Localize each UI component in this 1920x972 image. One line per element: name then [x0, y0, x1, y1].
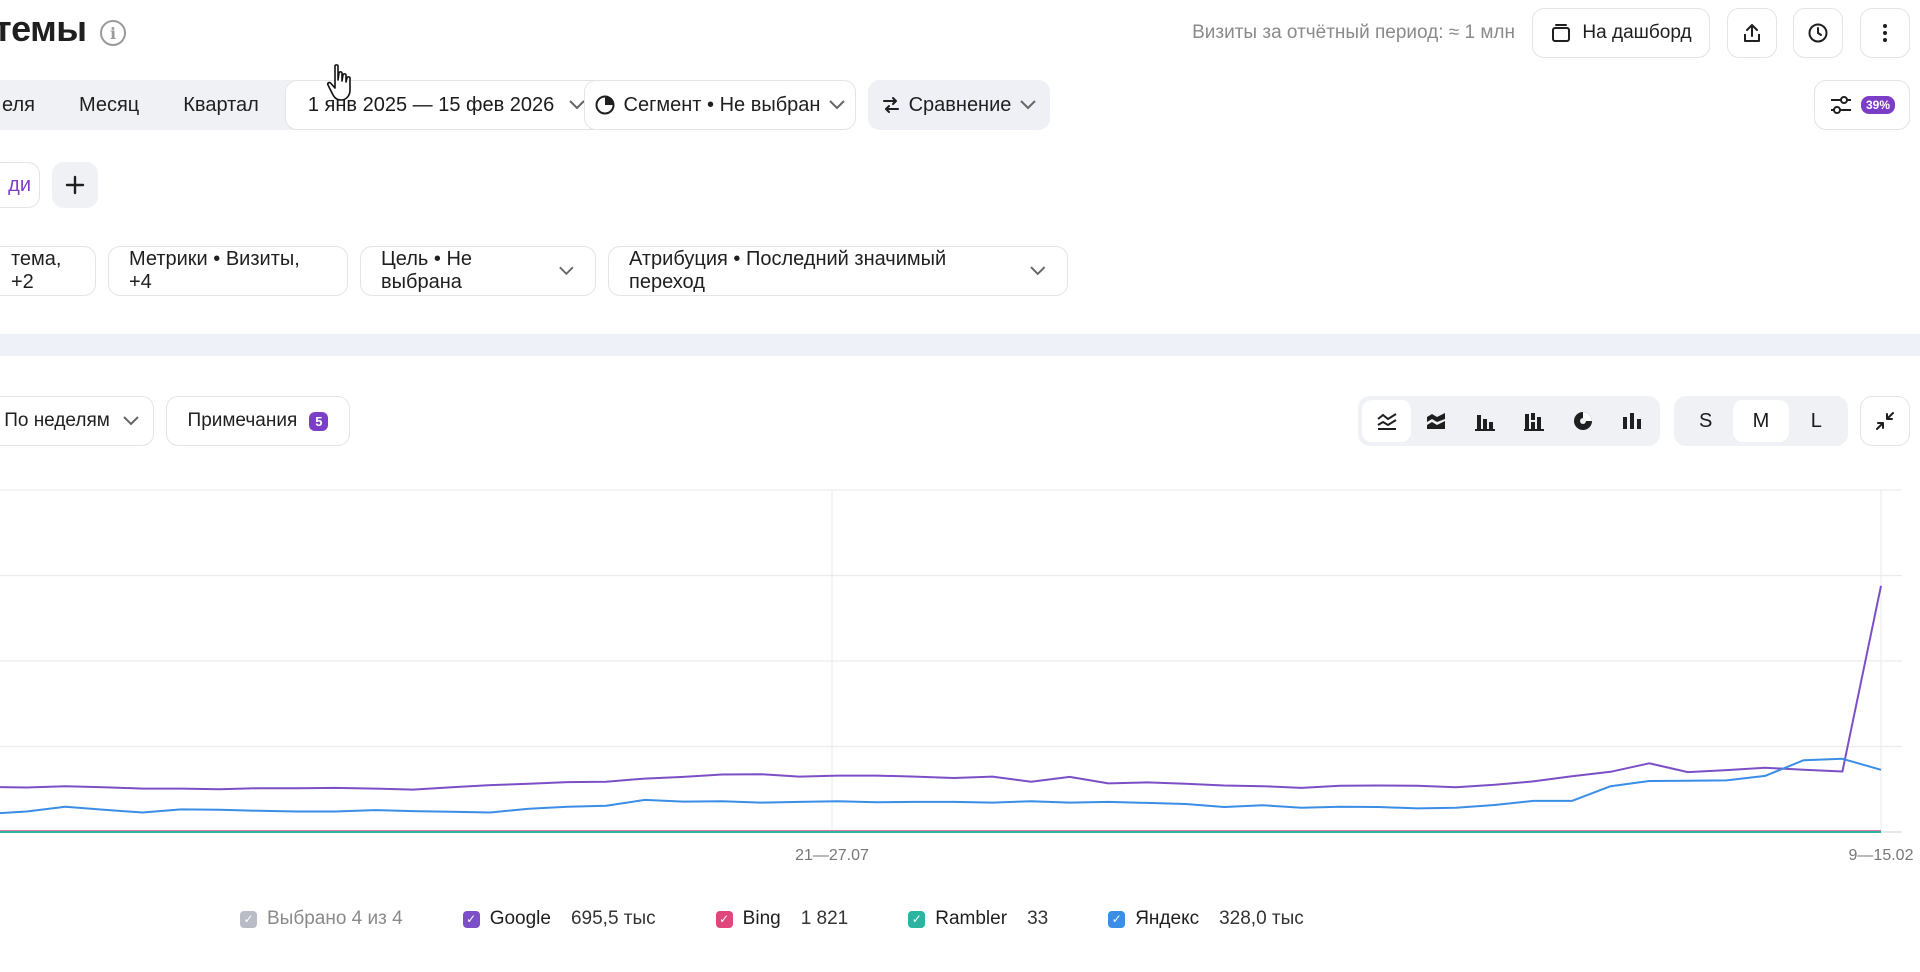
chevron-down-icon — [1020, 100, 1037, 110]
column-chart-type-button[interactable] — [1607, 400, 1656, 442]
legend-name: Rambler — [935, 908, 1008, 929]
sampling-badge: 39% — [1860, 96, 1896, 114]
chevron-down-icon — [559, 266, 574, 276]
legend-value: 1 821 — [800, 908, 849, 929]
group-by-dropdown[interactable]: По неделям — [0, 396, 154, 446]
pie-chart-type-button[interactable] — [1558, 400, 1607, 442]
history-button[interactable] — [1793, 8, 1843, 58]
notes-label: Примечания — [187, 410, 298, 431]
period-month[interactable]: Месяц — [78, 93, 140, 116]
x-tick-label: 9—15.02 — [1849, 847, 1914, 864]
checkbox-icon: ✓ — [1108, 910, 1126, 928]
attribution-label: Атрибуция • Последний значимый переход — [629, 248, 947, 293]
segment-label: Сегмент • Не выбран — [623, 93, 821, 116]
date-range-label: 1 янв 2025 — 15 фев 2026 — [307, 93, 555, 116]
legend-value: 695,5 тыс — [570, 908, 656, 929]
visits-summary: Визиты за отчётный период: ≈ 1 млн — [1192, 22, 1515, 43]
legend-item-yandex[interactable]: ✓ Яндекс 328,0 тыс — [1108, 908, 1304, 930]
group-by-label: По неделям — [4, 410, 110, 431]
checkbox-icon: ✓ — [462, 910, 480, 928]
period-week[interactable]: еля — [2, 93, 35, 116]
legend-item-rambler[interactable]: ✓ Rambler 33 — [908, 908, 1048, 930]
legend-selected-label: Выбрано 4 из 4 — [267, 908, 403, 929]
grouping-label: тема, +2 — [11, 248, 62, 293]
legend-item-google[interactable]: ✓ Google 695,5 тыс — [462, 908, 656, 930]
series-line-Яндекс — [0, 757, 1882, 815]
legend-name: Bing — [742, 908, 781, 929]
chevron-down-icon — [123, 416, 139, 426]
bar-chart-icon — [1474, 415, 1495, 431]
sampling-settings-button[interactable]: 39% — [1814, 80, 1910, 130]
size-l-button[interactable]: L — [1810, 409, 1822, 432]
share-icon — [1744, 24, 1760, 42]
metrics-pill[interactable]: Метрики • Визиты, +4 — [108, 246, 348, 296]
chevron-down-icon — [1030, 266, 1046, 276]
chevron-down-icon — [829, 100, 846, 110]
compare-dropdown[interactable]: Сравнение — [868, 80, 1050, 130]
goal-label: Цель • Не выбрана — [381, 248, 473, 293]
compare-icon — [882, 97, 899, 113]
stacked-bar-icon — [1523, 413, 1544, 431]
dashboard-icon — [1552, 24, 1571, 42]
export-button[interactable] — [1727, 8, 1777, 58]
info-icon[interactable]: i — [100, 20, 126, 46]
visits-line-chart: 21—27.07 9—15.02 — [0, 489, 1914, 864]
area-chart-type-button[interactable] — [1411, 400, 1460, 442]
goal-pill[interactable]: Цель • Не выбрана — [360, 246, 596, 296]
add-to-dashboard-button[interactable]: На дашборд — [1532, 8, 1710, 58]
attribution-pill[interactable]: Атрибуция • Последний значимый переход — [608, 246, 1068, 296]
checkbox-icon: ✓ — [715, 910, 733, 928]
clock-icon — [1808, 23, 1828, 43]
line-chart-icon — [1376, 413, 1397, 430]
legend-select-all[interactable]: ✓ Выбрано 4 из 4 — [240, 908, 403, 930]
more-vertical-icon — [1883, 24, 1887, 42]
filter-chip[interactable]: ди — [0, 162, 40, 208]
sliders-icon — [1830, 96, 1851, 114]
dashboard-label: На дашборд — [1582, 22, 1692, 43]
stacked-bar-chart-type-button[interactable] — [1509, 400, 1558, 442]
collapse-icon — [1876, 412, 1894, 430]
segment-dropdown[interactable]: Сегмент • Не выбран — [584, 80, 856, 130]
size-s-button[interactable]: S — [1698, 409, 1713, 432]
legend-value: 328,0 тыс — [1219, 908, 1304, 929]
period-quarter[interactable]: Квартал — [183, 93, 259, 116]
notes-count-badge: 5 — [309, 411, 329, 431]
metrics-label: Метрики • Визиты, +4 — [129, 248, 300, 293]
section-divider — [0, 334, 1920, 356]
pie-segment-icon — [595, 95, 615, 115]
page-title: темы — [0, 8, 87, 49]
pie-chart-icon — [1573, 412, 1592, 430]
chevron-down-icon — [569, 100, 585, 110]
notes-button[interactable]: Примечания 5 — [166, 396, 350, 446]
more-menu-button[interactable] — [1860, 8, 1910, 58]
legend-value: 33 — [1027, 908, 1049, 929]
chart-size-selector: S M L — [1674, 396, 1848, 446]
bar-chart-type-button[interactable] — [1460, 400, 1509, 442]
series-line-Google — [0, 585, 1882, 791]
legend-item-bing[interactable]: ✓ Bing 1 821 — [715, 908, 849, 930]
plus-icon — [65, 175, 85, 195]
size-m-button[interactable]: M — [1733, 400, 1789, 442]
legend-name: Google — [489, 908, 551, 929]
column-chart-icon — [1622, 413, 1641, 429]
compare-label: Сравнение — [908, 93, 1012, 116]
legend-name: Яндекс — [1135, 908, 1200, 929]
add-filter-button[interactable] — [52, 162, 98, 208]
area-chart-icon — [1426, 413, 1445, 429]
grouping-pill[interactable]: тема, +2 — [0, 246, 96, 296]
checkbox-icon: ✓ — [908, 910, 926, 928]
chart-type-selector — [1358, 396, 1660, 446]
hand-cursor-icon — [326, 64, 351, 101]
chart-legend: ✓ Выбрано 4 из 4 ✓ Google 695,5 тыс ✓ Bi… — [240, 908, 1364, 930]
line-chart-type-button[interactable] — [1362, 400, 1411, 442]
checkbox-icon: ✓ — [240, 910, 257, 928]
collapse-chart-button[interactable] — [1860, 396, 1910, 446]
x-tick-label: 21—27.07 — [795, 847, 869, 864]
period-selector: еля Месяц Квартал 1 янв 2025 — 15 фев 20… — [0, 80, 610, 130]
